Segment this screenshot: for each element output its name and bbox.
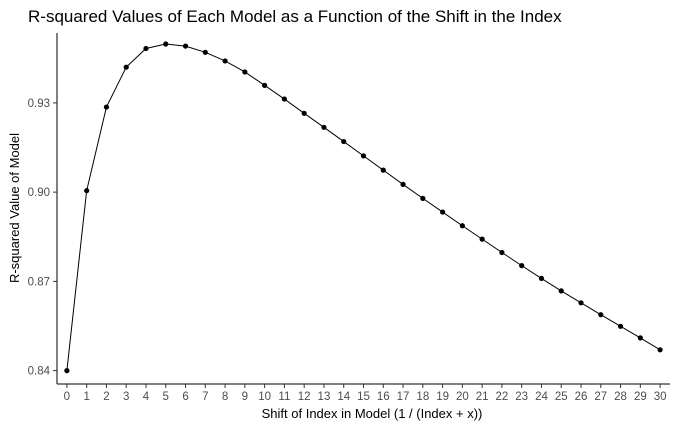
x-tick-label: 5 <box>163 391 169 403</box>
data-point <box>578 300 584 306</box>
data-point <box>341 138 347 145</box>
x-tick-label: 1 <box>83 391 89 403</box>
x-tick-label: 7 <box>202 391 208 403</box>
y-tick-label: 0.84 <box>28 366 51 378</box>
x-tick-label: 15 <box>357 391 370 403</box>
data-point <box>321 124 327 130</box>
data-point <box>380 167 386 173</box>
x-tick-label: 21 <box>476 391 489 403</box>
y-axis-ticks: 0.84 0.87 0.90 0.93 <box>28 98 57 378</box>
x-tick-label: 20 <box>456 391 469 403</box>
x-tick-label: 10 <box>258 391 271 403</box>
y-tick-label: 0.93 <box>28 98 50 110</box>
y-tick-label: 0.87 <box>28 276 50 288</box>
x-tick-label: 4 <box>143 391 150 403</box>
x-tick-label: 0 <box>64 391 70 403</box>
x-tick-label: 18 <box>416 391 429 403</box>
data-point <box>281 96 288 102</box>
plot-area: 0.840.870.900.93 0 1 2 3 4 5 6 7 8 9 10 11 12 13 14 15 1… <box>28 33 670 403</box>
x-tick-label: 17 <box>397 391 410 403</box>
x-axis-ticks: 0 1 2 3 4 5 6 7 8 9 10 11 12 13 14 15 16 17 18 19 20 21 22 23 24… <box>64 384 667 403</box>
data-points <box>64 41 663 374</box>
data-point <box>222 58 228 64</box>
x-tick-label: 3 <box>123 391 129 403</box>
x-tick-label: 28 <box>614 391 627 403</box>
data-point <box>479 236 485 242</box>
x-tick-label: 23 <box>515 391 528 403</box>
data-point <box>558 288 564 294</box>
data-point <box>64 368 70 374</box>
x-tick-label: 6 <box>182 391 188 403</box>
x-tick-label: 29 <box>634 391 647 403</box>
data-point <box>420 195 426 201</box>
data-point <box>439 209 446 215</box>
x-tick-label: 16 <box>377 391 390 403</box>
x-tick-label: 8 <box>222 391 228 403</box>
data-point <box>103 104 110 110</box>
data-point <box>242 69 248 75</box>
data-point <box>657 347 663 353</box>
x-tick-label: 30 <box>654 391 667 403</box>
data-point <box>143 45 149 52</box>
data-point <box>163 41 169 47</box>
x-tick-label: 11 <box>278 391 290 403</box>
x-tick-label: 19 <box>436 391 449 403</box>
data-point <box>499 249 505 256</box>
x-tick-label: 26 <box>575 391 588 403</box>
x-tick-label: 24 <box>535 391 548 403</box>
data-point <box>84 188 90 194</box>
data-point <box>637 335 643 341</box>
series-line <box>66 43 661 371</box>
data-point <box>459 223 465 229</box>
x-tick-label: 22 <box>496 391 509 403</box>
data-point <box>519 263 525 269</box>
x-tick-label: 27 <box>594 391 607 403</box>
x-tick-label: 14 <box>337 391 350 403</box>
x-tick-label: 13 <box>318 391 331 403</box>
data-point <box>400 181 406 188</box>
data-point <box>598 312 604 318</box>
data-point <box>538 275 545 282</box>
x-tick-label: 25 <box>555 391 568 403</box>
data-point <box>262 82 268 88</box>
chart-title: R-squared Values of Each Model as a Func… <box>28 7 562 26</box>
x-tick-label: 9 <box>242 391 248 403</box>
x-tick-label: 12 <box>298 391 311 403</box>
data-point <box>360 153 367 159</box>
x-tick-label: 2 <box>103 391 109 403</box>
data-point <box>202 49 208 55</box>
y-axis-label: R-squared Value of Model <box>7 133 22 283</box>
data-point <box>182 43 189 49</box>
data-point <box>301 110 307 116</box>
data-point <box>617 323 624 329</box>
y-tick-label: 0.90 <box>28 187 50 199</box>
x-axis-label: Shift of Index in Model (1 / (Index + x)… <box>262 406 483 421</box>
data-point <box>123 64 129 70</box>
